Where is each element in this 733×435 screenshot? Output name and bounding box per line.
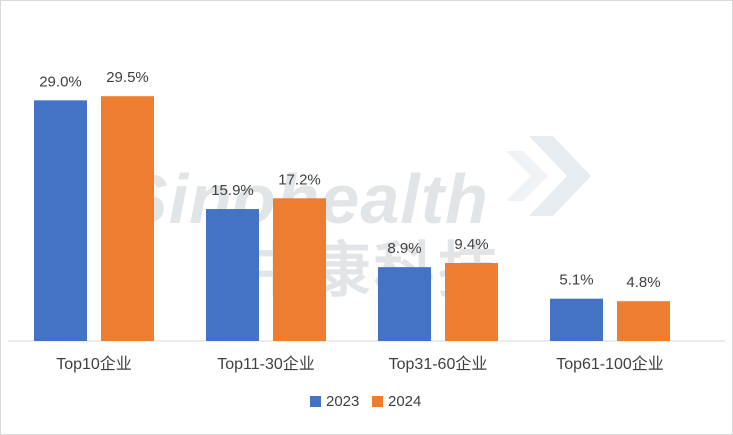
bar-2023-1 <box>34 100 87 341</box>
category-label-2: Top11-30企业 <box>217 355 315 373</box>
bar-2023-2 <box>206 209 259 341</box>
category-labels-group: Top10企业 Top11-30企业 Top31-60企业 Top61-100企业 <box>56 355 664 373</box>
bar-2023-3 <box>378 267 431 341</box>
category-label-3: Top31-60企业 <box>389 355 488 373</box>
bars-group <box>34 96 670 341</box>
watermark: Sinohealth 中康科技 <box>121 136 591 304</box>
value-labels-group: 29.0% 29.5% 15.9% 17.2% 8.9% 9.4% 5.1% 4.8% <box>39 69 660 291</box>
bar-2024-1 <box>101 96 154 341</box>
category-label-4: Top61-100企业 <box>556 355 664 373</box>
legend-swatch-2023 <box>310 396 321 407</box>
legend-swatch-2024 <box>372 396 383 407</box>
bar-2023-4 <box>550 298 603 341</box>
legend-label-2024: 2024 <box>388 393 421 410</box>
bar-2024-3 <box>445 262 498 341</box>
legend: 2023 2024 <box>310 393 421 410</box>
watermark-logo-icon <box>506 136 591 216</box>
category-label-1: Top10企业 <box>56 355 132 373</box>
value-label-2023-4: 5.1% <box>559 272 593 289</box>
bar-2024-2 <box>273 198 326 341</box>
value-label-2024-3: 9.4% <box>454 236 488 253</box>
value-label-2024-2: 17.2% <box>278 171 321 188</box>
bar-2024-4 <box>617 301 670 341</box>
value-label-2023-3: 8.9% <box>387 240 421 257</box>
value-label-2024-4: 4.8% <box>626 274 660 291</box>
value-label-2024-1: 29.5% <box>106 69 149 86</box>
value-label-2023-2: 15.9% <box>211 182 254 199</box>
legend-label-2023: 2023 <box>326 393 359 410</box>
value-label-2023-1: 29.0% <box>39 73 82 90</box>
